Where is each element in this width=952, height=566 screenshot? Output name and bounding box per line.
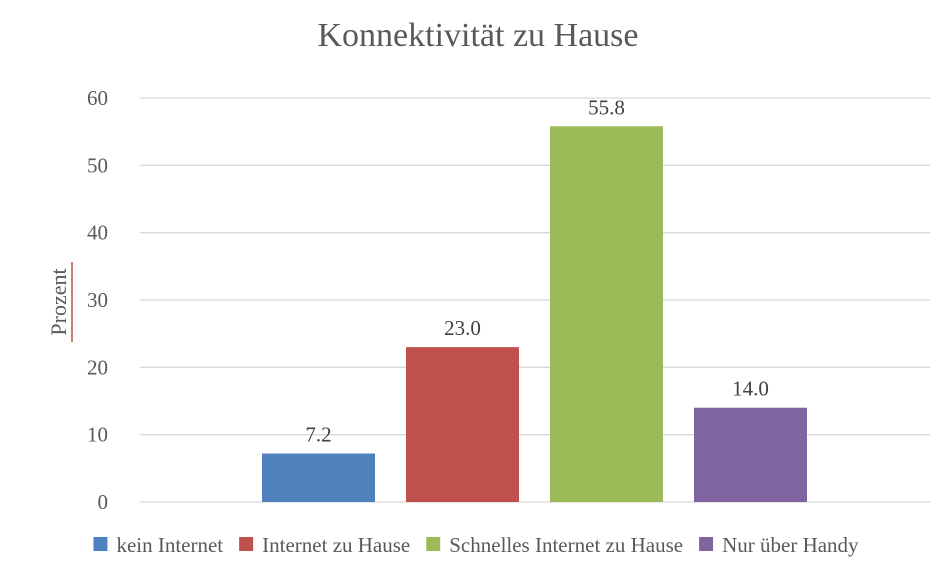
legend: kein Internet Internet zu Hause Schnelles … <box>93 533 859 557</box>
bar <box>262 453 375 502</box>
legend-label: Internet zu Hause <box>262 533 410 557</box>
legend-swatch <box>426 537 441 551</box>
legend-item: Nur über Handy <box>699 533 859 557</box>
legend-item: Schnelles Internet zu Hause <box>426 533 683 557</box>
bar <box>406 347 519 502</box>
legend-label: kein Internet <box>116 533 223 557</box>
data-label: 23.0 <box>444 316 481 340</box>
bars <box>262 126 807 502</box>
y-axis-label: Prozent <box>46 268 71 335</box>
bar <box>550 126 663 502</box>
legend-swatch <box>93 537 108 551</box>
y-tick-label: 50 <box>87 153 108 177</box>
legend-swatch <box>239 537 254 551</box>
y-tick-label: 30 <box>87 288 108 312</box>
legend-item: Internet zu Hause <box>239 533 410 557</box>
y-tick-label: 60 <box>87 86 108 110</box>
y-tick-label: 0 <box>98 490 109 514</box>
legend-label: Nur über Handy <box>722 533 859 557</box>
data-label: 14.0 <box>732 377 769 401</box>
gridlines <box>140 97 930 503</box>
chart-title: Konnektivität zu Hause <box>317 17 638 54</box>
legend-item: kein Internet <box>93 533 223 557</box>
data-label: 55.8 <box>588 95 625 119</box>
legend-swatch <box>699 537 714 551</box>
y-tick-label: 40 <box>87 221 108 245</box>
legend-label: Schnelles Internet zu Hause <box>449 533 683 557</box>
y-tick-label: 20 <box>87 355 108 379</box>
bar <box>694 407 807 502</box>
data-label: 7.2 <box>305 423 331 447</box>
y-axis-title: Prozent <box>46 262 73 342</box>
y-axis-ticks: 0 10 20 30 40 50 60 <box>87 86 108 514</box>
y-tick-label: 10 <box>87 423 108 447</box>
data-labels: 7.2 23.0 55.8 14.0 <box>305 95 769 446</box>
